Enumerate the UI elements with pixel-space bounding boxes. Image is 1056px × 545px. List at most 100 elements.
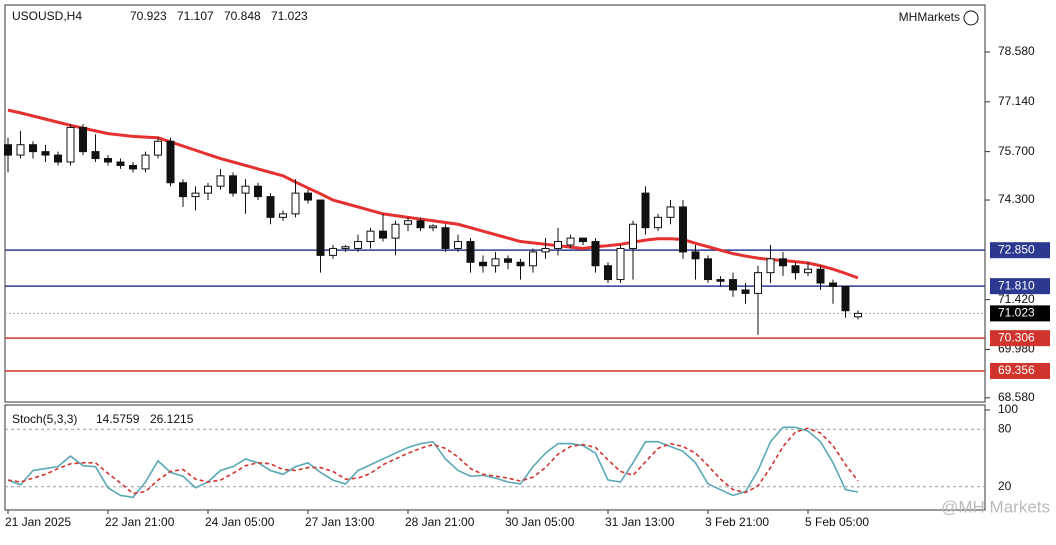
candle-body	[654, 216, 662, 229]
candle-body	[554, 241, 562, 249]
stoch-line	[7, 426, 859, 499]
moving-average	[7, 108, 859, 280]
candle-body	[479, 261, 487, 267]
candle-body	[704, 258, 712, 281]
candle-body	[141, 154, 150, 170]
candle-body	[466, 241, 475, 263]
candle-body	[829, 282, 837, 287]
candle-body	[366, 230, 375, 243]
candle-body	[754, 272, 762, 294]
candle-body	[391, 223, 400, 239]
x-tick-label: 22 Jan 21:00	[105, 515, 175, 529]
candle-body	[566, 237, 575, 246]
candle-body	[604, 265, 612, 281]
level-label: 69.356	[998, 363, 1035, 377]
y-tick-label: 75.700	[998, 144, 1035, 158]
candle-body	[216, 175, 225, 187]
brand-icon	[963, 10, 979, 26]
y-tick-label: 71.420	[998, 292, 1035, 306]
candle-body	[541, 247, 550, 253]
candle-body	[4, 144, 12, 156]
candle-body	[516, 261, 525, 267]
candle-body	[504, 258, 512, 263]
candle-body	[29, 144, 37, 153]
candle-body	[641, 192, 650, 229]
candle-body	[766, 258, 775, 274]
level-label: 70.306	[998, 330, 1035, 344]
y-tick-label: 77.140	[998, 94, 1035, 108]
candle-body	[429, 225, 437, 229]
symbol: USOUSD,H4	[12, 9, 82, 23]
candle-body	[629, 223, 637, 249]
candle-body	[691, 251, 700, 260]
candle-body	[454, 241, 462, 249]
stoch-tick-label: 80	[998, 421, 1012, 435]
stoch-tick-label: 20	[998, 479, 1012, 493]
x-tick-label: 27 Jan 13:00	[305, 515, 375, 529]
candle-body	[179, 182, 187, 198]
current-price-label: 71.023	[998, 306, 1035, 320]
candle-body	[41, 151, 50, 156]
candle-body	[741, 289, 750, 294]
candle-body	[791, 265, 800, 274]
candle-body	[129, 164, 137, 170]
candle-body	[116, 161, 125, 166]
candle-body	[616, 247, 625, 281]
candle-body	[266, 196, 275, 218]
candle-body	[329, 247, 337, 256]
y-tick-label: 68.580	[998, 390, 1035, 404]
candle-body	[416, 220, 425, 229]
candle-body	[254, 185, 262, 198]
candle-body	[166, 140, 175, 184]
candle-body	[191, 192, 200, 198]
candle-body	[816, 268, 825, 284]
candle-body	[204, 185, 212, 194]
level-label: 72.850	[998, 242, 1035, 256]
x-tick-label: 21 Jan 2025	[5, 515, 71, 529]
x-tick-label: 5 Feb 05:00	[805, 515, 869, 529]
stoch-main-value: 14.5759	[96, 412, 140, 426]
stoch-line	[7, 427, 859, 495]
stoch-tick-label: 100	[998, 402, 1018, 416]
current-price-box	[990, 305, 1050, 322]
candle-body	[316, 199, 325, 256]
candle-body	[716, 279, 725, 282]
candle-body	[854, 312, 862, 318]
candle-body	[579, 237, 587, 243]
candle-body	[679, 206, 687, 253]
y-tick-label: 74.300	[998, 192, 1035, 206]
level-label-box	[990, 242, 1050, 259]
candle-body	[241, 185, 250, 194]
candle-body	[16, 144, 25, 156]
candle-body	[441, 227, 450, 249]
brand: MHMarkets	[899, 10, 960, 24]
quote-low: 70.848	[224, 9, 261, 23]
candle-body	[591, 241, 600, 267]
candle-body	[229, 175, 237, 194]
candle-body	[341, 246, 350, 249]
level-label: 71.810	[998, 278, 1035, 292]
candle-body	[729, 279, 737, 291]
candle-body	[841, 285, 850, 312]
candle-body	[54, 154, 62, 163]
candle-body	[104, 158, 112, 163]
candle-body	[491, 258, 500, 267]
quote-high: 71.107	[177, 9, 214, 23]
watermark: @MH Markets	[941, 497, 1050, 516]
stoch-panel	[4, 404, 986, 511]
candle-body	[304, 192, 312, 201]
candle-body	[279, 213, 287, 218]
level-label-box	[990, 330, 1050, 347]
stoch-signal-value: 26.1215	[150, 412, 194, 426]
x-tick-label: 31 Jan 13:00	[605, 515, 675, 529]
y-tick-label: 78.580	[998, 44, 1035, 58]
candle-body	[354, 241, 362, 249]
candle-body	[379, 230, 387, 239]
candle-body	[79, 126, 87, 153]
candle-body	[91, 151, 100, 160]
candle-body	[404, 220, 412, 225]
candle-body	[666, 206, 675, 218]
candle-body	[66, 126, 75, 163]
main-panel	[4, 4, 986, 403]
